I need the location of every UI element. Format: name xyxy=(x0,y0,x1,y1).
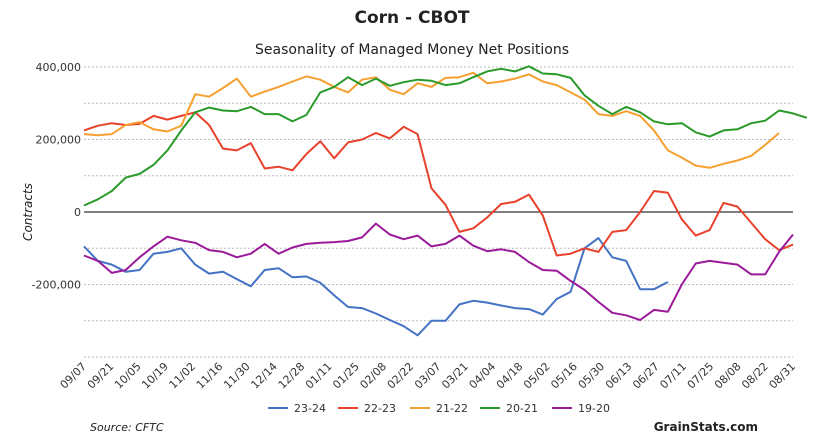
x-tick-label: 04/04 xyxy=(467,360,499,392)
x-tick-label: 03/21 xyxy=(439,360,471,392)
x-tick-label: 01/11 xyxy=(303,360,335,392)
series-line-20-21 xyxy=(83,65,808,207)
chart-subtitle: Seasonality of Managed Money Net Positio… xyxy=(255,42,569,58)
series-line-21-22 xyxy=(83,71,780,169)
series-line-23-24 xyxy=(83,237,669,337)
y-tick-label: 400,000 xyxy=(36,61,82,74)
x-tick-label: 05/02 xyxy=(521,360,553,392)
x-tick-label: 11/02 xyxy=(167,360,199,392)
legend-label-21-22: 21-22 xyxy=(436,402,468,415)
series-line-22-23 xyxy=(83,111,794,257)
x-tick-label: 02/08 xyxy=(357,360,389,392)
y-tick-label: -200,000 xyxy=(32,279,81,292)
x-tick-label: 12/14 xyxy=(248,360,280,392)
x-tick-label: 06/27 xyxy=(630,360,662,392)
x-tick-label: 07/11 xyxy=(657,360,689,392)
x-tick-label: 06/13 xyxy=(603,360,635,392)
x-tick-label: 05/30 xyxy=(576,360,608,392)
x-tick-label: 11/16 xyxy=(194,360,226,392)
x-tick-label: 08/08 xyxy=(712,360,744,392)
legend-label-20-21: 20-21 xyxy=(506,402,538,415)
x-tick-label: 10/19 xyxy=(139,360,171,392)
x-tick-label: 10/05 xyxy=(112,360,144,392)
x-tick-label: 09/07 xyxy=(58,360,90,392)
x-tick-label: 12/28 xyxy=(276,360,308,392)
x-tick-label: 11/30 xyxy=(221,360,253,392)
x-tick-label: 09/21 xyxy=(85,360,117,392)
x-tick-label: 05/16 xyxy=(548,360,580,392)
source-note: Source: CFTC xyxy=(90,421,164,434)
series-line-19-20 xyxy=(83,222,794,321)
brand-label: GrainStats.com xyxy=(653,420,758,434)
chart-title: Corn - CBOT xyxy=(354,8,470,28)
x-tick-label: 08/22 xyxy=(739,360,771,392)
x-tick-label: 02/22 xyxy=(385,360,417,392)
y-tick-label: 0 xyxy=(74,206,81,219)
x-tick-label: 07/25 xyxy=(685,360,717,392)
legend-label-23-24: 23-24 xyxy=(294,402,326,415)
y-tick-label: 200,000 xyxy=(36,134,82,147)
legend-label-22-23: 22-23 xyxy=(364,402,396,415)
x-tick-label: 04/18 xyxy=(494,360,526,392)
legend-label-19-20: 19-20 xyxy=(578,402,610,415)
x-tick-label: 03/07 xyxy=(412,360,444,392)
x-tick-label: 08/31 xyxy=(767,360,799,392)
x-tick-label: 01/25 xyxy=(330,360,362,392)
